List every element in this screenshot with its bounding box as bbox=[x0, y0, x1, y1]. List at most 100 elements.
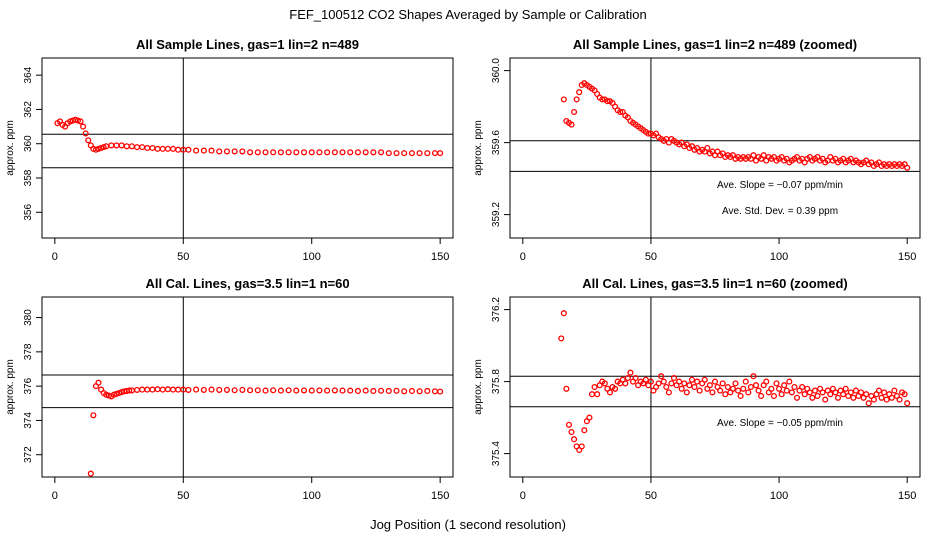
figure-xlabel: Jog Position (1 second resolution) bbox=[370, 517, 566, 532]
data-point bbox=[113, 142, 120, 149]
data-point bbox=[308, 387, 315, 394]
data-point bbox=[865, 400, 872, 407]
data-point bbox=[385, 150, 392, 157]
data-point bbox=[331, 149, 338, 156]
data-point bbox=[778, 391, 785, 398]
data-point bbox=[840, 391, 847, 398]
plot-frame bbox=[41, 296, 454, 478]
y-tick-label: 380 bbox=[23, 309, 34, 326]
data-point bbox=[901, 391, 908, 398]
data-point bbox=[745, 389, 752, 396]
data-point bbox=[665, 389, 672, 396]
data-point bbox=[154, 386, 161, 393]
data-point bbox=[347, 149, 354, 156]
chart-panel-sample-lines: All Sample Lines, gas=1 lin=2 n=489 appro… bbox=[5, 37, 454, 263]
data-point bbox=[169, 145, 177, 152]
data-point bbox=[300, 387, 308, 394]
data-point bbox=[788, 389, 795, 396]
data-point bbox=[324, 387, 331, 394]
data-point bbox=[888, 394, 895, 401]
y-tick-label: 360.0 bbox=[491, 58, 502, 83]
x-tick-label: 0 bbox=[52, 251, 58, 263]
y-axis-label: approx. ppm bbox=[473, 120, 484, 176]
data-point bbox=[770, 392, 777, 400]
data-point bbox=[809, 394, 816, 401]
data-point bbox=[747, 383, 754, 391]
data-point bbox=[752, 382, 760, 389]
figure-title: FEF_100512 CO2 Shapes Averaged by Sample… bbox=[289, 7, 646, 22]
data-point bbox=[573, 96, 580, 103]
data-point bbox=[293, 149, 300, 156]
data-point bbox=[624, 374, 631, 382]
data-point bbox=[904, 400, 911, 407]
data-point bbox=[408, 150, 415, 157]
panel-title: All Cal. Lines, gas=3.5 lin=1 n=60 (zoom… bbox=[582, 276, 848, 291]
y-tick-label: 376 bbox=[23, 377, 34, 394]
data-point bbox=[270, 149, 277, 156]
panel-title: All Cal. Lines, gas=3.5 lin=1 n=60 bbox=[145, 276, 349, 291]
data-point bbox=[732, 380, 739, 387]
data-point bbox=[737, 392, 744, 400]
data-point bbox=[277, 387, 284, 394]
data-point bbox=[740, 385, 747, 392]
data-point bbox=[719, 380, 726, 387]
annotation: Ave. Std. Dev. = 0.39 ppm bbox=[722, 206, 838, 217]
data-point bbox=[670, 374, 678, 382]
data-point bbox=[578, 443, 585, 450]
data-point bbox=[378, 149, 385, 156]
data-point bbox=[82, 130, 89, 137]
data-point bbox=[773, 380, 780, 387]
data-point bbox=[159, 145, 166, 152]
data-point bbox=[811, 387, 818, 394]
data-point bbox=[216, 148, 223, 155]
data-point bbox=[354, 149, 362, 156]
data-point bbox=[604, 98, 611, 105]
data-point bbox=[424, 150, 431, 157]
data-point bbox=[362, 149, 369, 156]
data-point bbox=[393, 150, 400, 157]
data-point bbox=[786, 378, 793, 385]
data-point bbox=[300, 149, 308, 156]
data-point bbox=[801, 391, 808, 398]
y-axis-label: approx. ppm bbox=[473, 359, 484, 415]
data-point bbox=[347, 387, 354, 394]
data-point bbox=[709, 389, 716, 396]
data-point bbox=[164, 145, 171, 152]
data-point bbox=[568, 121, 575, 128]
data-point bbox=[149, 386, 156, 393]
data-point bbox=[722, 391, 729, 398]
data-point bbox=[814, 392, 821, 400]
data-point bbox=[431, 388, 439, 395]
data-point bbox=[370, 387, 377, 394]
data-point bbox=[560, 310, 567, 317]
data-point bbox=[706, 382, 713, 389]
data-point bbox=[591, 383, 598, 391]
data-point bbox=[185, 146, 192, 153]
data-point bbox=[208, 386, 215, 393]
y-tick-label: 372 bbox=[23, 446, 34, 463]
data-point bbox=[832, 389, 839, 396]
data-point bbox=[776, 385, 783, 392]
data-point bbox=[878, 394, 885, 401]
data-point bbox=[655, 380, 662, 387]
data-point bbox=[133, 144, 141, 151]
data-point bbox=[208, 147, 215, 154]
data-point bbox=[847, 389, 854, 396]
data-point bbox=[599, 96, 606, 103]
data-point bbox=[704, 144, 711, 152]
data-point bbox=[193, 147, 200, 154]
y-tick-label: 374 bbox=[23, 412, 34, 429]
data-point bbox=[763, 378, 770, 385]
annotation: Ave. Slope = −0.07 ppm/min bbox=[717, 180, 843, 191]
x-tick-label: 0 bbox=[520, 490, 526, 502]
data-point bbox=[262, 149, 269, 156]
data-point bbox=[686, 382, 693, 389]
data-point bbox=[354, 387, 362, 394]
data-point bbox=[842, 385, 849, 392]
data-point bbox=[262, 387, 269, 394]
data-point bbox=[216, 386, 223, 393]
data-point bbox=[822, 396, 829, 403]
x-tick-label: 150 bbox=[431, 251, 449, 263]
data-point bbox=[586, 414, 593, 421]
data-point bbox=[133, 386, 141, 393]
